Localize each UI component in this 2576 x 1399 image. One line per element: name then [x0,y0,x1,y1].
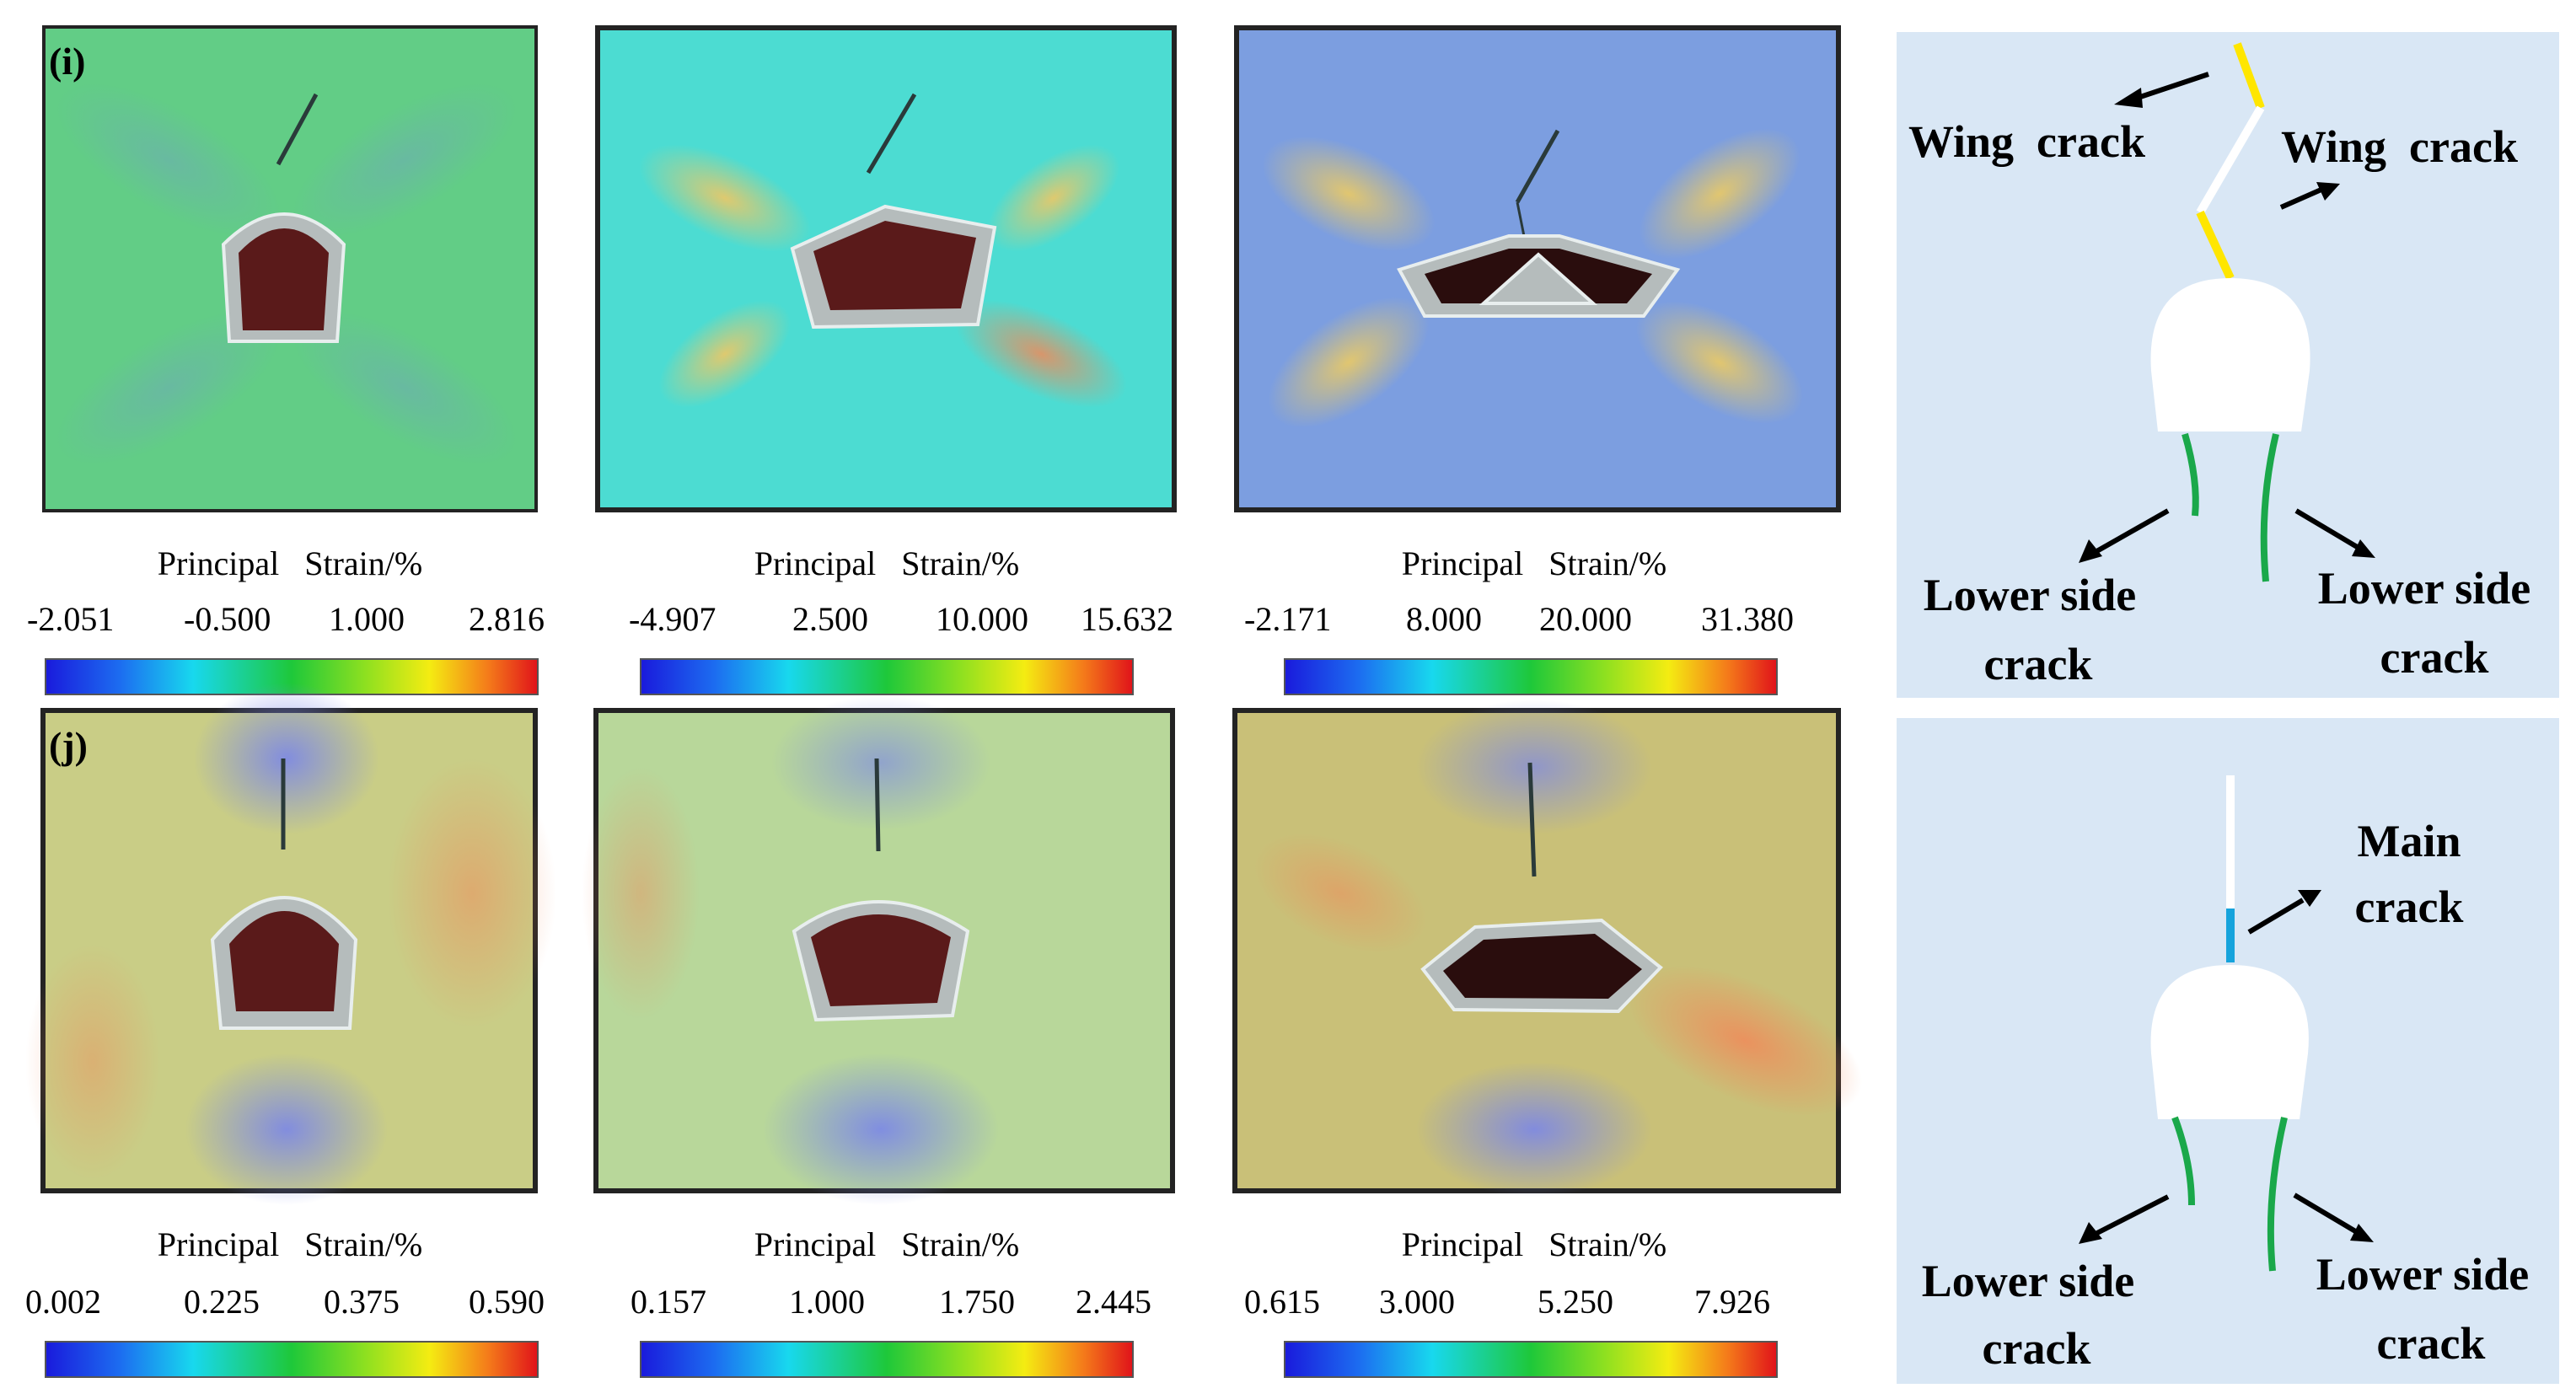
label-main-crack-1: Main [2357,816,2461,866]
label-wing-crack-right: Wing crack [2281,121,2518,172]
cavity [813,221,976,310]
colorbar-tick: -0.500 [184,600,271,638]
wing-crack-top [2233,42,2265,110]
strain-map-j2 [582,695,1175,1205]
colorbar-gradient [1284,1341,1778,1378]
strain-map-i3 [1234,25,1841,512]
colorbar-j1: Principal Strain/% 0.002 0.225 0.375 0.5… [25,1225,545,1378]
cavity [229,911,339,1011]
schematic-bottom: Main crack Lower side crack Lower side c… [1897,718,2559,1384]
colorbar-title: Principal Strain/% [754,544,1019,582]
colorbar-title: Principal Strain/% [1402,1225,1666,1263]
colorbar-tick: 2.445 [1076,1283,1151,1321]
label-lower-side-crack-left-1: Lower side [1922,1256,2135,1306]
colorbar-tick: 2.500 [792,600,868,638]
colorbars-i: Principal Strain/% -2.051 -0.500 1.000 2… [27,544,1794,695]
arrow-icon [2316,182,2340,201]
pre-crack [1515,129,1560,204]
label-lower-side-crack-right-1: Lower side [2318,563,2531,614]
colorbar-tick: 1.750 [939,1283,1015,1321]
lower-side-crack-right [2260,433,2279,582]
colorbar-tick: 0.590 [469,1283,545,1321]
colorbars-j: Principal Strain/% 0.002 0.225 0.375 0.5… [25,1225,1778,1378]
arrow-icon [2298,890,2321,907]
colorbar-tick: -2.171 [1244,600,1331,638]
label-main-crack-2: crack [2355,882,2464,932]
arrows [2079,890,2374,1244]
colorbar-title: Principal Strain/% [158,544,422,582]
colorbar-tick: 1.000 [329,600,405,638]
colorbar-tick: 20.000 [1539,600,1632,638]
label-wing-crack-left: Wing crack [1908,116,2145,167]
arrow-icon [2352,539,2375,558]
lower-side-crack-right [2267,1117,2288,1272]
arrow-icon [2114,88,2143,108]
colorbar-tick: 10.000 [936,600,1028,638]
colorbar-title: Principal Strain/% [158,1225,422,1263]
arrow-icon [2350,1224,2374,1242]
colorbar-tick: 2.816 [469,600,545,638]
row-j [25,683,1863,1205]
colorbar-tick: 5.250 [1538,1283,1613,1321]
pre-crack [2196,105,2265,215]
colorbar-tick: 31.380 [1701,600,1794,638]
label-lower-side-crack-left-2: crack [1984,639,2093,689]
strain-map-i1 [42,25,538,512]
colorbar-tick: 0.157 [631,1283,706,1321]
arrows [2079,72,2375,563]
cavity [1443,934,1642,999]
colorbar-tick: 0.002 [25,1283,101,1321]
colorbar-i2: Principal Strain/% -4.907 2.500 10.000 1… [629,544,1173,695]
label-lower-side-crack-left-2: crack [1983,1323,2091,1374]
pre-crack [276,93,319,166]
colorbar-gradient [45,1341,539,1378]
colorbar-i3: Principal Strain/% -2.171 8.000 20.000 3… [1244,544,1794,695]
row-label-i: (i) [49,40,85,83]
colorbar-tick: 15.632 [1081,600,1173,638]
label-lower-side-crack-right-2: crack [2380,632,2489,683]
colorbar-tick: 0.375 [324,1283,400,1321]
row-label-j: (j) [49,724,88,767]
lower-side-crack-left [2171,1116,2195,1206]
schematic-top: Wing crack Wing crack Lower side crack L… [1897,32,2559,698]
colorbar-tick: -4.907 [629,600,716,638]
colorbar-gradient [1284,658,1778,695]
label-lower-side-crack-left-1: Lower side [1924,570,2137,620]
cavity [811,914,951,1006]
colorbar-tick: 7.926 [1694,1283,1770,1321]
colorbar-gradient [640,1341,1134,1378]
label-lower-side-crack-right-1: Lower side [2316,1249,2530,1300]
colorbar-tick: 8.000 [1406,600,1482,638]
cavity-outline [2150,278,2310,431]
strain-map-j1 [25,683,556,1205]
colorbar-gradient [640,658,1134,695]
colorbar-tick: 1.000 [789,1283,865,1321]
label-lower-side-crack-right-2: crack [2377,1318,2486,1369]
cavity-outline [2150,965,2309,1119]
pre-crack [866,93,917,174]
strain-map-j3 [1232,700,1863,1197]
colorbar-tick: 0.225 [184,1283,260,1321]
colorbar-j3: Principal Strain/% 0.615 3.000 5.250 7.9… [1244,1225,1778,1378]
colorbar-tick: 3.000 [1379,1283,1455,1321]
cavity [239,228,329,330]
lower-side-crack-left [2182,432,2199,517]
wing-crack-bottom [2196,210,2235,281]
arrow-icon [2079,539,2102,563]
strain-map-i2 [595,25,1177,512]
arrow-icon [2079,1222,2102,1244]
row-i [42,25,1841,512]
colorbar-i1: Principal Strain/% -2.051 -0.500 1.000 2… [27,544,545,695]
pre-crack [1527,762,1537,877]
colorbar-j2: Principal Strain/% 0.157 1.000 1.750 2.4… [631,1225,1151,1378]
colorbar-title: Principal Strain/% [754,1225,1019,1263]
colorbar-tick: 0.615 [1244,1283,1320,1321]
colorbar-title: Principal Strain/% [1402,544,1666,582]
pre-crack [874,758,881,852]
colorbar-tick: -2.051 [27,600,114,638]
